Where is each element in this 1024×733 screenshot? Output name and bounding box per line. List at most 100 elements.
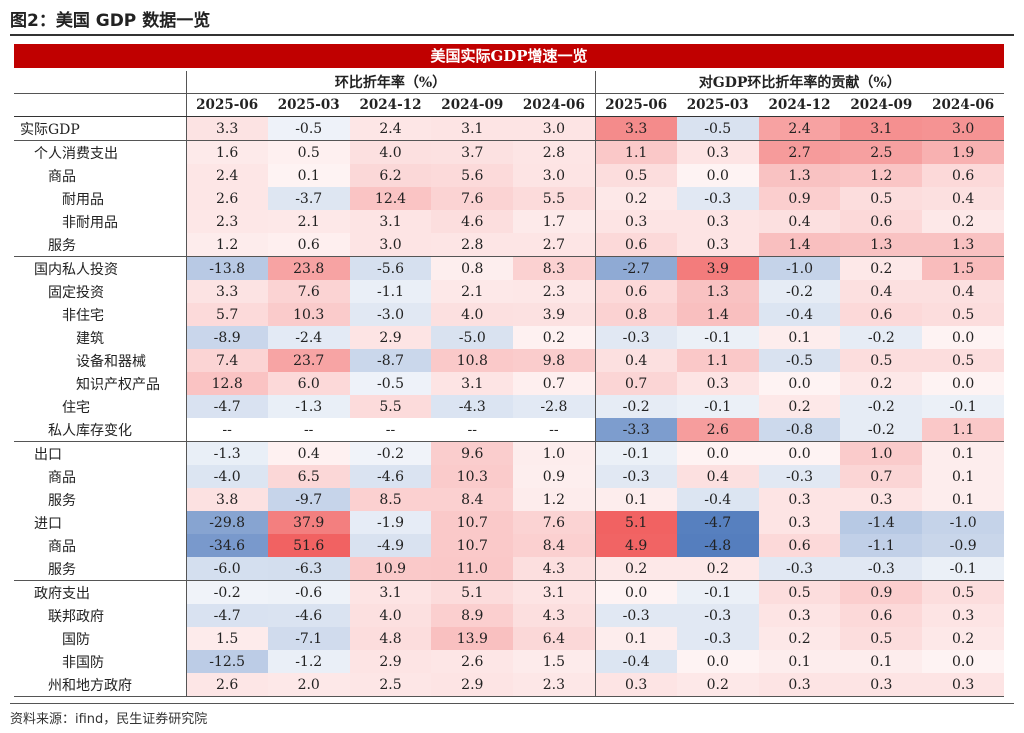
contribution-cell: 1.0 (840, 441, 923, 465)
contribution-cell: -0.8 (758, 418, 841, 442)
row-label: 建筑 (76, 330, 104, 347)
row-label: 服务 (48, 492, 76, 509)
contribution-cell: 0.2 (922, 210, 1005, 233)
growth-cell: -5.6 (349, 256, 432, 280)
growth-cell: 4.0 (349, 140, 432, 164)
growth-cell: 2.3 (513, 673, 596, 697)
growth-cell: 6.4 (513, 627, 596, 650)
table-row: 联邦政府 -4.7 -4.6 4.0 8.9 4.3 -0.3 -0.3 0.3 0.6 0.3 (14, 604, 1005, 627)
growth-cell: 3.9 (513, 303, 596, 326)
contribution-cell: -4.8 (676, 534, 759, 557)
growth-cell: -9.7 (267, 488, 350, 511)
contribution-cell: -0.2 (840, 395, 923, 418)
growth-cell: -34.6 (185, 534, 268, 557)
table-row: 服务 3.8 -9.7 8.5 8.4 1.2 0.1 -0.4 0.3 0.3 0.1 (14, 488, 1005, 511)
corner-cell (14, 71, 186, 94)
growth-cell: 10.3 (431, 465, 514, 488)
contribution-cell: 0.7 (840, 465, 923, 488)
contribution-cell: -1.1 (840, 534, 923, 557)
growth-cell: 3.1 (513, 580, 596, 604)
growth-cell: 4.8 (349, 627, 432, 650)
contribution-cell: -2.7 (594, 256, 677, 280)
contribution-cell: 0.5 (758, 580, 841, 604)
contribution-cell: 0.2 (676, 557, 759, 581)
growth-cell: -1.9 (349, 511, 432, 534)
growth-cell: 23.7 (267, 349, 350, 372)
growth-cell: -1.2 (267, 650, 350, 673)
growth-cell: 5.5 (349, 395, 432, 418)
contribution-cell: 0.3 (758, 673, 841, 697)
contribution-cell: 0.5 (840, 627, 923, 650)
contribution-cell: 0.8 (594, 303, 677, 326)
contribution-cell: 1.4 (758, 233, 841, 257)
contribution-cell: 0.3 (594, 210, 677, 233)
contribution-cell: 0.6 (758, 534, 841, 557)
contribution-cell: -0.1 (922, 395, 1005, 418)
contribution-cell: 0.5 (840, 349, 923, 372)
contribution-cell: 0.3 (594, 673, 677, 697)
growth-cell: 2.9 (431, 673, 514, 697)
column-header-row: 2025-06 2025-03 2024-12 2024-09 2024-06 2025-… (14, 93, 1005, 117)
growth-cell: -0.5 (349, 372, 432, 395)
growth-cell: 4.3 (513, 557, 596, 581)
growth-cell: 2.6 (185, 673, 268, 697)
contribution-cell: 4.9 (594, 534, 677, 557)
contribution-cell: 0.5 (840, 187, 923, 210)
contribution-cell: -0.4 (758, 303, 841, 326)
contribution-cell: -0.2 (758, 280, 841, 303)
contribution-cell: -0.2 (594, 395, 677, 418)
contribution-cell: 0.0 (922, 372, 1005, 395)
growth-cell: 0.2 (513, 326, 596, 349)
growth-cell: -- (549, 421, 559, 438)
contribution-cell: -1.0 (758, 256, 841, 280)
contribution-cell: 1.9 (922, 140, 1005, 164)
growth-cell: 11.0 (431, 557, 514, 581)
contribution-cell: -0.5 (676, 116, 759, 141)
growth-column-header: 2025-03 (267, 93, 350, 117)
contribution-cell: 0.1 (922, 465, 1005, 488)
growth-cell: 3.1 (349, 580, 432, 604)
growth-cell: 1.5 (185, 627, 268, 650)
contribution-cell: 0.3 (676, 210, 759, 233)
contribution-cell: 0.1 (758, 326, 841, 349)
growth-cell: 6.0 (267, 372, 350, 395)
table-row: 国防 1.5 -7.1 4.8 13.9 6.4 0.1 -0.3 0.2 0.5 0.2 (14, 627, 1005, 650)
contribution-cell: -0.2 (840, 418, 923, 442)
growth-cell: 5.6 (431, 164, 514, 187)
contribution-cell: -0.3 (758, 465, 841, 488)
contribution-cell: 1.3 (922, 233, 1005, 257)
contribution-cell: 0.6 (840, 210, 923, 233)
contribution-cell: 3.9 (676, 256, 759, 280)
table-row: 政府支出 -0.2 -0.6 3.1 5.1 3.1 0.0 -0.1 0.5 0.9 0.5 (14, 580, 1005, 604)
growth-cell: -6.3 (267, 557, 350, 581)
growth-cell: 7.6 (431, 187, 514, 210)
contribution-cell: 2.6 (676, 418, 759, 442)
growth-cell: -4.6 (267, 604, 350, 627)
row-label: 商品 (48, 168, 76, 185)
corner-cell (14, 93, 186, 117)
contribution-cell: -0.3 (594, 465, 677, 488)
table-row: 服务 1.2 0.6 3.0 2.8 2.7 0.6 0.3 1.4 1.3 1.3 (14, 233, 1005, 257)
growth-cell: 2.8 (513, 140, 596, 164)
contribution-cell: 5.1 (594, 511, 677, 534)
table-row: 非住宅 5.7 10.3 -3.0 4.0 3.9 0.8 1.4 -0.4 0.6 0.5 (14, 303, 1005, 326)
group-header-contribution: 对GDP环比折年率的贡献（%） (594, 71, 1005, 94)
row-label: 国防 (62, 631, 90, 648)
growth-cell: 1.2 (185, 233, 268, 257)
contribution-cell: -3.3 (594, 418, 677, 442)
table-row: 个人消费支出 1.6 0.5 4.0 3.7 2.8 1.1 0.3 2.7 2.5 1.9 (14, 140, 1005, 164)
contribution-cell: -0.1 (922, 557, 1005, 581)
growth-cell: -4.3 (431, 395, 514, 418)
group-header-row: 环比折年率（%） 对GDP环比折年率的贡献（%） (14, 71, 1005, 94)
table-row: 商品 2.4 0.1 6.2 5.6 3.0 0.5 0.0 1.3 1.2 0.6 (14, 164, 1005, 187)
contribution-cell: -0.3 (594, 326, 677, 349)
contribution-cell: -0.1 (676, 580, 759, 604)
growth-cell: -0.2 (185, 580, 268, 604)
growth-cell: -- (303, 421, 314, 438)
contribution-cell: 1.1 (594, 140, 677, 164)
growth-cell: 7.6 (267, 280, 350, 303)
growth-cell: 3.1 (431, 372, 514, 395)
contribution-cell: 0.6 (922, 164, 1005, 187)
growth-cell: 4.0 (349, 604, 432, 627)
growth-cell: 6.2 (349, 164, 432, 187)
